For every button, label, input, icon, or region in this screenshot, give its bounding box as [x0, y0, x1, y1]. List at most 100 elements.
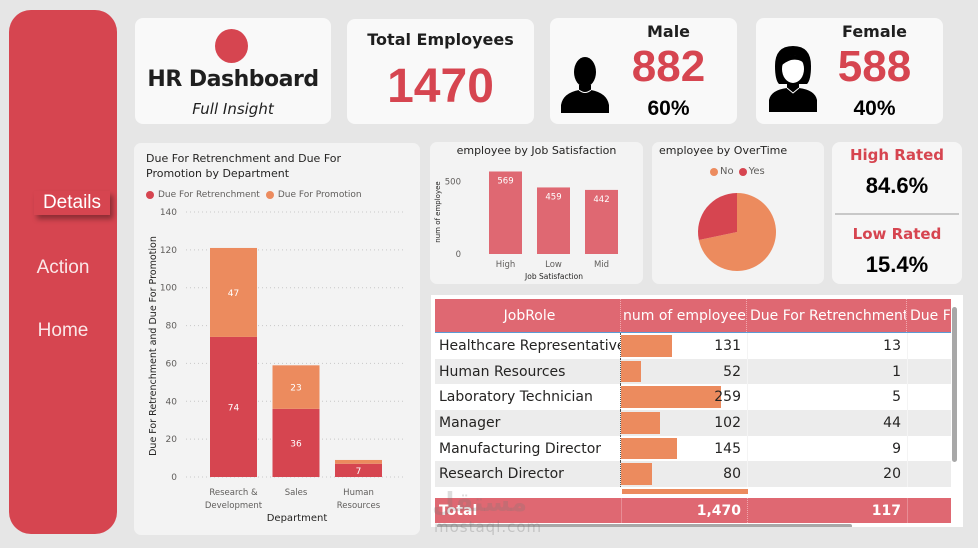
female-card: Female 588 40%	[756, 18, 943, 124]
legend-promotion-dot	[265, 191, 274, 199]
female-count: 588	[837, 42, 912, 91]
high-rated-label: High Rated	[849, 146, 945, 164]
sidebar-nav: Details Action Home	[9, 10, 117, 534]
legend-yes-label[interactable]: Yes	[748, 166, 765, 177]
table-row[interactable]: Laboratory Technician 259 5	[435, 384, 951, 411]
cell-due-promotion	[907, 461, 951, 488]
legend-retrenchment-label[interactable]: Due For Retrenchment	[158, 190, 260, 200]
department-chart-title-line2: Promotion by Department	[146, 167, 290, 180]
cell-num-employee-value: 102	[714, 414, 741, 431]
cell-num-employee: 131	[621, 333, 747, 359]
cell-due-promotion	[907, 384, 951, 411]
column-header-num-employee[interactable]: num of employee	[621, 299, 747, 332]
rating-card: High Rated 84.6% Low Rated 15.4%	[832, 142, 962, 284]
nav-details-button[interactable]: Details	[34, 191, 110, 215]
female-percent: 40%	[853, 97, 896, 120]
male-label: Male	[646, 22, 691, 41]
y-tick-label: 40	[166, 397, 178, 407]
num-employee-databar	[621, 386, 722, 409]
table-header: JobRole num of employee Due For Retrench…	[435, 299, 951, 333]
y-tick-label: 120	[160, 246, 177, 256]
data-label: 74	[228, 403, 240, 413]
y-axis-title: num of employee	[434, 181, 442, 242]
female-user-icon	[767, 44, 819, 118]
column-header-due-promotion[interactable]: Due F	[910, 307, 951, 324]
job-satisfaction-bar-chart: 0 500 569 High 459 Low 442 Mid Job Satisfaction n…	[434, 171, 618, 281]
table-row[interactable]: Manufacturing Director 145 9	[435, 435, 951, 462]
job-role-table: JobRole num of employee Due For Retrench…	[431, 295, 963, 527]
num-employee-databar	[622, 489, 748, 494]
cell-due-promotion	[907, 358, 951, 385]
job-satisfaction-chart-title: employee by Job Satisfaction	[456, 144, 617, 157]
dashboard-subtitle: Full Insight	[192, 100, 274, 118]
table-row[interactable]: Healthcare Representative 131 13	[435, 333, 951, 359]
cell-num-employee-value: 80	[723, 466, 741, 483]
department-chart-panel: Due For Retrenchment and Due For Promoti…	[134, 143, 420, 535]
bar	[585, 189, 618, 254]
cell-jobrole: Human Resources	[435, 358, 621, 385]
num-employee-databar	[621, 437, 678, 460]
overtime-chart-title: employee by OverTime	[659, 144, 788, 157]
data-label: 442	[593, 195, 609, 205]
overtime-chart-legend: No Yes	[710, 166, 765, 177]
title-card: HR Dashboard Full Insight	[135, 18, 331, 124]
x-tick-label: Research &	[209, 488, 258, 498]
x-axis-title: Job Satisfaction	[524, 272, 583, 281]
x-tick-label: High	[496, 260, 516, 270]
y-tick-label: 80	[166, 322, 178, 332]
total-employees-value: 1470	[387, 60, 494, 113]
rating-divider	[835, 213, 959, 215]
cell-num-employee-value: 52	[723, 363, 741, 380]
table-row[interactable]: Research Director 80 20	[435, 461, 951, 488]
table-row-partial	[435, 489, 951, 498]
table-horizontal-scrollbar[interactable]	[437, 524, 852, 527]
male-percent: 60%	[647, 97, 690, 120]
nav-home-button[interactable]: Home	[37, 320, 89, 341]
table-vertical-scrollbar[interactable]	[952, 307, 957, 462]
nav-action-button[interactable]: Action	[36, 257, 90, 278]
bar-segment-promotion	[210, 247, 257, 337]
pie-slice-no	[698, 193, 776, 271]
cell-due-retrenchment: 13	[747, 333, 907, 359]
num-employee-databar	[621, 335, 672, 357]
y-axis-title: Due For Retrenchment and Due For Promoti…	[148, 236, 159, 456]
legend-retrenchment-dot	[146, 191, 154, 199]
y-tick-label: 0	[456, 250, 461, 260]
high-rated-value: 84.6%	[865, 173, 929, 198]
legend-promotion-label[interactable]: Due For Promotion	[277, 190, 362, 200]
table-total-row: Total 1,470 117	[435, 498, 951, 523]
num-employee-databar	[621, 463, 652, 486]
legend-no-dot	[710, 167, 718, 176]
overtime-pie-chart	[698, 193, 776, 271]
female-label: Female	[842, 22, 907, 41]
cell-num-employee: 259	[621, 384, 747, 410]
bar-segment-retrenchment	[335, 463, 382, 477]
cell-due-retrenchment: 9	[747, 435, 907, 462]
cell-num-employee: 145	[621, 436, 747, 462]
department-chart-legend: Due For Retrenchment Due For Promotion	[146, 190, 362, 200]
data-label: 36	[290, 439, 302, 449]
low-rated-value: 15.4%	[865, 252, 929, 277]
column-header-due-retrenchment[interactable]: Due For Retrenchment	[747, 299, 907, 332]
department-chart-title-line1: Due For Retrenchment and Due For	[146, 152, 342, 165]
y-tick-label: 500	[445, 178, 461, 188]
num-employee-databar	[621, 360, 642, 383]
table-row[interactable]: Human Resources 52 1	[435, 358, 951, 385]
column-header-jobrole[interactable]: JobRole	[435, 299, 621, 332]
cell-num-employee: 52	[621, 359, 747, 385]
y-tick-label: 100	[160, 284, 177, 294]
legend-no-label[interactable]: No	[720, 166, 734, 177]
table-row[interactable]: Manager 102 44	[435, 410, 951, 436]
cell-num-employee-value: 145	[714, 440, 741, 457]
y-tick-label: 60	[166, 359, 178, 369]
cell-due-promotion	[907, 410, 951, 436]
cell-due-promotion	[907, 435, 951, 462]
bar-segment-retrenchment	[210, 336, 257, 477]
pie-slice-yes	[698, 193, 737, 241]
cell-num-employee-value: 131	[714, 337, 741, 354]
data-label: 7	[356, 467, 362, 477]
cell-due-retrenchment: 5	[747, 384, 907, 411]
cell-jobrole: Research Director	[435, 461, 621, 488]
total-label: Total	[439, 502, 478, 519]
data-label: 459	[545, 192, 561, 202]
